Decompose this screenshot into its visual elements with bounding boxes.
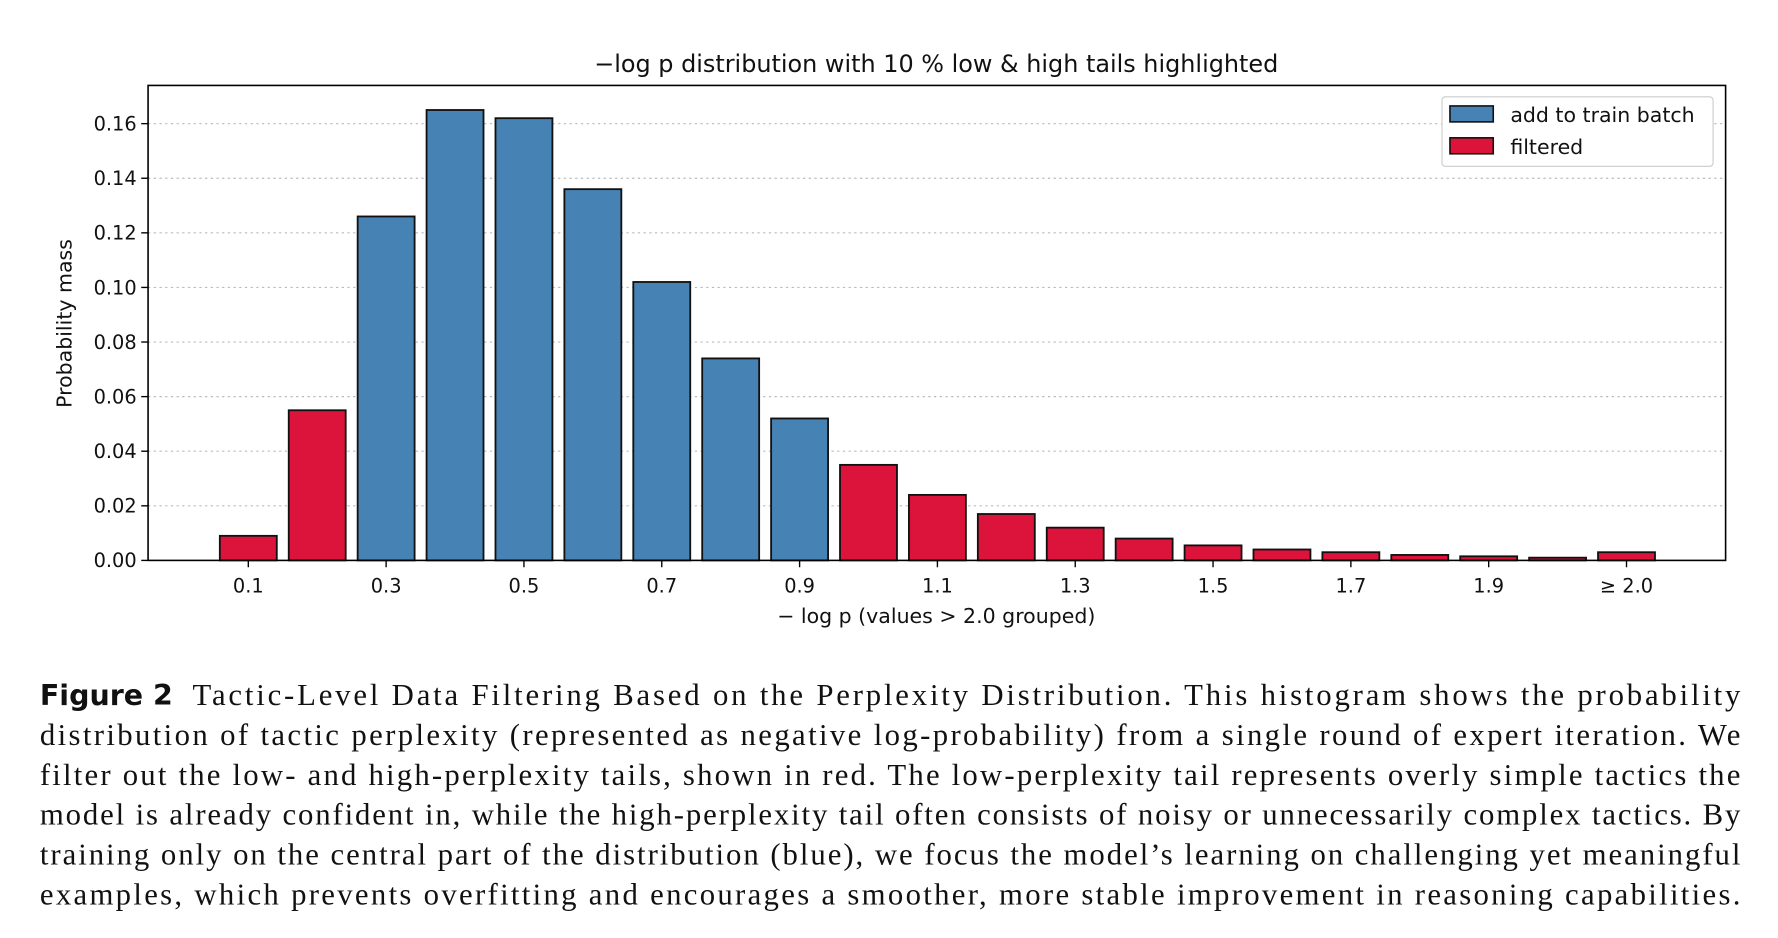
legend-label: add to train batch (1510, 103, 1694, 127)
y-tick-label: 0.12 (94, 222, 137, 245)
legend-swatch (1449, 105, 1495, 123)
bar (494, 117, 554, 562)
caption-line: Tactic-Level Data Filtering Based on the… (192, 678, 1741, 712)
x-tick-label: 1.5 (1198, 574, 1229, 597)
bar (1183, 544, 1243, 562)
x-tick-label: 0.7 (646, 574, 677, 597)
y-tick-label: 0.10 (94, 276, 137, 299)
x-tick-label: ≥ 2.0 (1600, 574, 1653, 597)
bar (908, 493, 967, 562)
bar (425, 109, 485, 562)
y-tick-label: 0.16 (94, 112, 137, 135)
y-tick-label: 0.02 (94, 495, 137, 518)
legend-label: filtered (1510, 135, 1583, 159)
legend-swatch (1449, 137, 1495, 155)
bar (356, 215, 416, 562)
x-tick-label: 1.1 (922, 574, 953, 597)
plot-frame (147, 84, 1727, 562)
legend-box (1441, 96, 1714, 167)
bar (1252, 548, 1312, 562)
y-tick-label: 0.14 (94, 167, 137, 190)
x-axis-label: − log p (values > 2.0 grouped) (777, 604, 1095, 628)
x-tick-label: 1.3 (1060, 574, 1091, 597)
y-tick-label: 0.00 (94, 549, 137, 572)
bar (1597, 551, 1656, 562)
bar (1321, 551, 1381, 562)
chart-title: −log p distribution with 10 % low & high… (594, 50, 1278, 78)
bar (701, 357, 761, 562)
x-tick-label: 1.7 (1335, 574, 1366, 597)
caption-line: examples, which prevents overfitting and… (40, 877, 1741, 911)
y-tick-label: 0.04 (94, 440, 137, 463)
caption-line: distribution of tactic perplexity (repre… (40, 718, 1741, 752)
x-tick-label: 0.1 (233, 574, 264, 597)
x-tick-label: 0.5 (509, 574, 540, 597)
caption-line: model is already confident in, while the… (40, 798, 1741, 832)
bar (1045, 526, 1105, 562)
caption-line: filter out the low- and high-perplexity … (40, 758, 1741, 792)
bar (218, 534, 278, 562)
bar (770, 417, 829, 562)
x-tick-label: 0.9 (784, 574, 815, 597)
x-tick-label: 0.3 (371, 574, 402, 597)
bar (839, 463, 898, 562)
bar (976, 513, 1036, 562)
bar (287, 409, 347, 562)
y-tick-label: 0.06 (94, 385, 137, 408)
bar (1390, 554, 1450, 562)
y-tick-label: 0.08 (94, 331, 137, 354)
caption-label: Figure 2 (40, 679, 173, 712)
bar (632, 281, 692, 562)
bar (1114, 537, 1174, 562)
x-tick-label: 1.9 (1473, 574, 1504, 597)
caption-line: training only on the central part of the… (40, 838, 1741, 872)
bar (563, 188, 623, 562)
y-axis-label: Probability mass (53, 239, 77, 408)
